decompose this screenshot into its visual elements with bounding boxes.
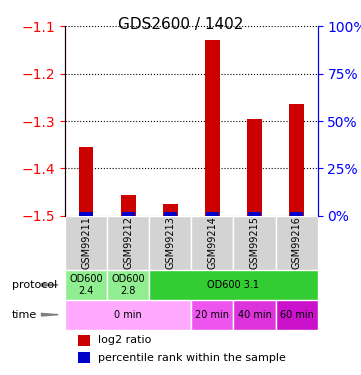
Text: log2 ratio: log2 ratio: [98, 335, 151, 345]
Text: 20 min: 20 min: [195, 310, 229, 320]
Bar: [234, 300, 275, 330]
Bar: [78, 335, 90, 345]
Polygon shape: [42, 314, 58, 316]
Text: GSM99213: GSM99213: [165, 216, 175, 269]
Polygon shape: [42, 284, 58, 286]
Text: GSM99215: GSM99215: [249, 216, 260, 269]
Bar: [234, 216, 275, 270]
Text: GSM99216: GSM99216: [292, 216, 302, 269]
Bar: [275, 216, 318, 270]
Text: percentile rank within the sample: percentile rank within the sample: [98, 352, 286, 363]
Bar: [163, 204, 178, 216]
Bar: [107, 216, 149, 270]
Bar: [289, 105, 304, 216]
Bar: [121, 195, 135, 216]
Bar: [247, 118, 262, 216]
Bar: [149, 216, 191, 270]
Bar: [65, 300, 191, 330]
Text: 40 min: 40 min: [238, 310, 271, 320]
Text: GSM99214: GSM99214: [207, 216, 217, 269]
Text: OD600
2.8: OD600 2.8: [111, 274, 145, 296]
Text: GDS2600 / 1402: GDS2600 / 1402: [118, 17, 243, 32]
Text: OD600 3.1: OD600 3.1: [208, 280, 260, 290]
Text: 0 min: 0 min: [114, 310, 142, 320]
Bar: [191, 300, 234, 330]
Bar: [65, 270, 107, 300]
Bar: [149, 270, 318, 300]
Bar: [290, 212, 303, 216]
Bar: [79, 147, 93, 216]
Bar: [107, 270, 149, 300]
Text: 60 min: 60 min: [280, 310, 314, 320]
Text: GSM99211: GSM99211: [81, 216, 91, 269]
Text: GSM99212: GSM99212: [123, 216, 133, 269]
Bar: [205, 40, 220, 216]
Bar: [79, 212, 93, 216]
Bar: [275, 300, 318, 330]
Text: OD600
2.4: OD600 2.4: [69, 274, 103, 296]
Bar: [206, 212, 219, 216]
Bar: [78, 352, 90, 363]
Text: protocol: protocol: [12, 280, 57, 290]
Bar: [164, 212, 177, 216]
Bar: [65, 216, 107, 270]
Text: time: time: [12, 310, 37, 320]
Bar: [248, 212, 261, 216]
Bar: [122, 212, 135, 216]
Bar: [191, 216, 234, 270]
